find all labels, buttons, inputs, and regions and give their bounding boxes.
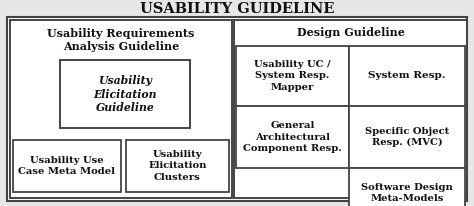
Text: Usability Requirements
Analysis Guideline: Usability Requirements Analysis Guidelin… bbox=[47, 28, 195, 52]
Text: Usability Use
Case Meta Model: Usability Use Case Meta Model bbox=[18, 156, 116, 176]
Text: USABILITY GUIDELINE: USABILITY GUIDELINE bbox=[140, 2, 334, 16]
Text: Design Guideline: Design Guideline bbox=[297, 27, 404, 37]
Bar bbox=[236, 46, 349, 106]
Bar bbox=[349, 46, 465, 106]
Bar bbox=[10, 20, 232, 198]
Bar bbox=[234, 20, 467, 198]
Text: Usability
Elicitation
Guideline: Usability Elicitation Guideline bbox=[93, 75, 157, 113]
Bar bbox=[236, 106, 349, 168]
Bar bbox=[126, 140, 229, 192]
Bar bbox=[349, 168, 465, 206]
Text: Usability UC /
System Resp.
Mapper: Usability UC / System Resp. Mapper bbox=[254, 60, 331, 92]
Text: System Resp.: System Resp. bbox=[368, 71, 446, 81]
Bar bbox=[349, 106, 465, 168]
Text: Usability
Elicitation
Clusters: Usability Elicitation Clusters bbox=[148, 150, 207, 182]
Bar bbox=[13, 140, 121, 192]
Text: General
Architectural
Component Resp.: General Architectural Component Resp. bbox=[243, 121, 342, 153]
Bar bbox=[7, 17, 467, 201]
Text: Software Design
Meta-Models: Software Design Meta-Models bbox=[361, 183, 453, 203]
Text: Specific Object
Resp. (MVC): Specific Object Resp. (MVC) bbox=[365, 127, 449, 147]
Bar bbox=[60, 60, 190, 128]
